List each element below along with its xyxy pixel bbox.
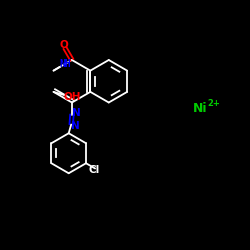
Text: Ni: Ni <box>193 102 207 115</box>
Text: OH: OH <box>63 92 80 102</box>
Text: N: N <box>70 121 79 131</box>
Text: 2+: 2+ <box>207 99 220 108</box>
Text: Cl: Cl <box>89 165 100 175</box>
Text: O: O <box>59 40 68 50</box>
Text: N: N <box>72 108 81 118</box>
Text: NH: NH <box>60 59 72 69</box>
